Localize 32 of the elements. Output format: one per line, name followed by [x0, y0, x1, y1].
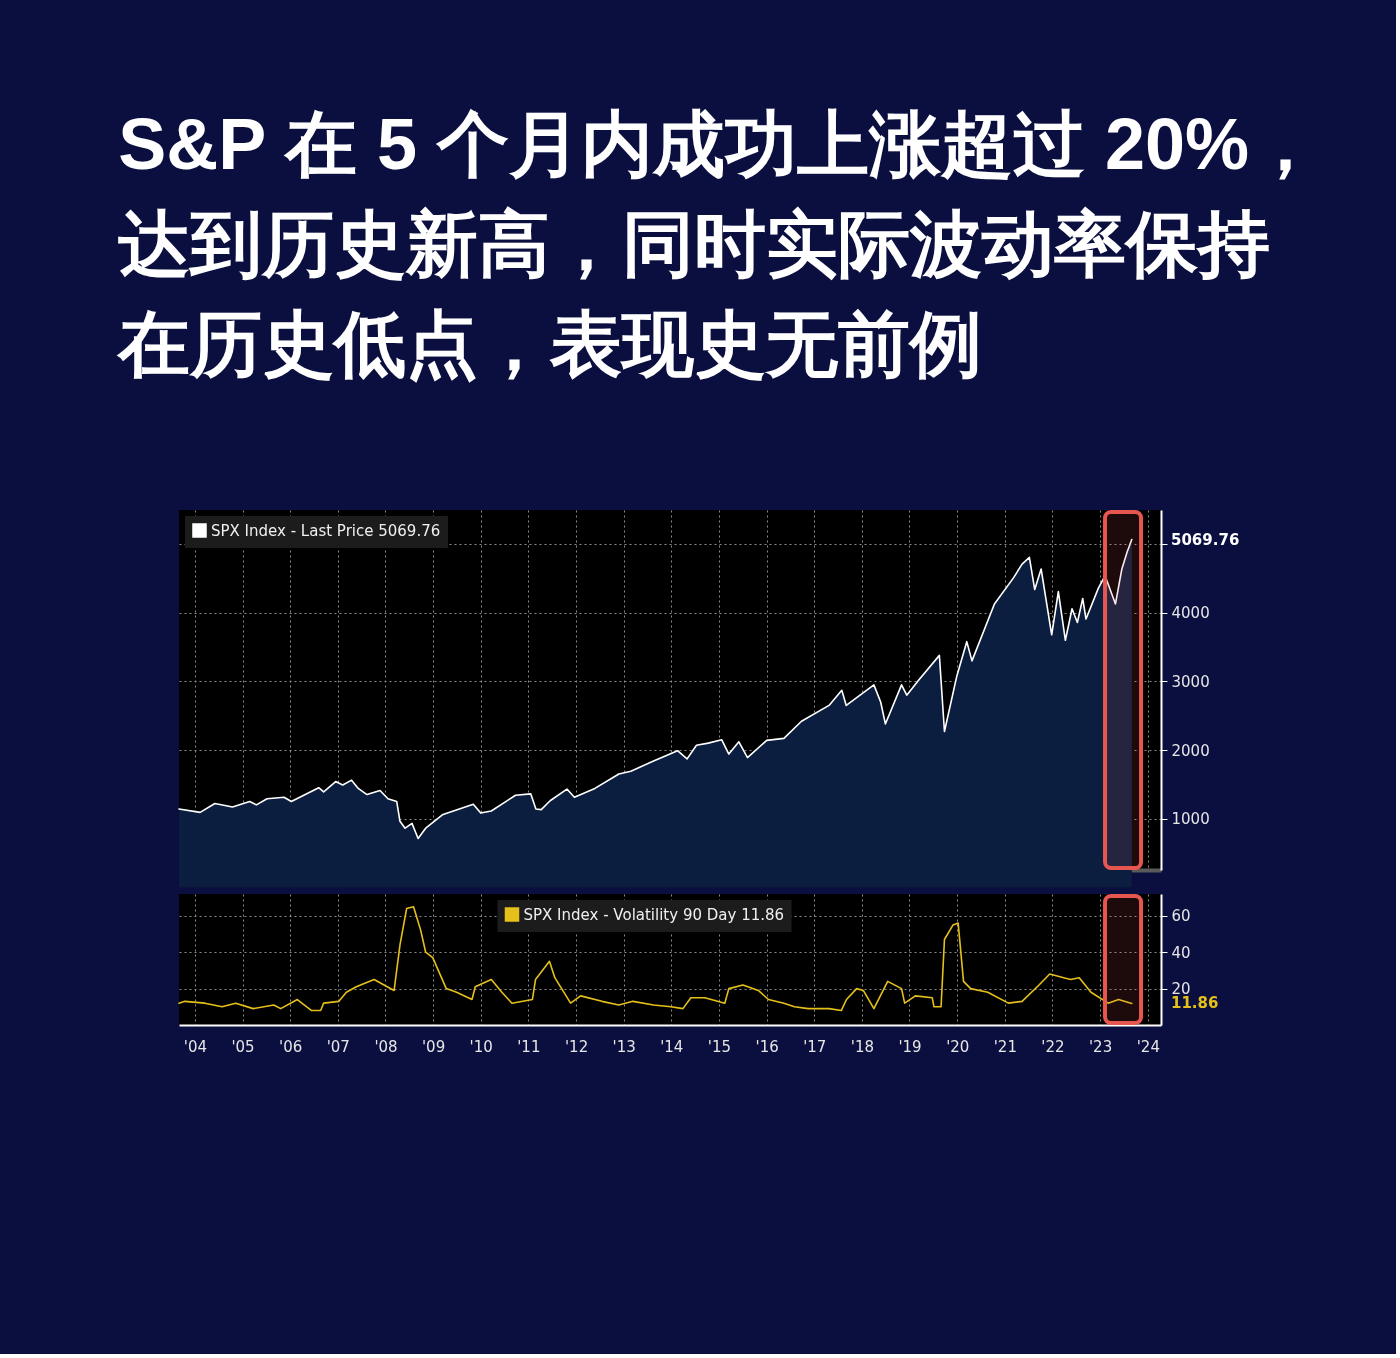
x-tick-label: '09 [422, 1037, 446, 1056]
x-tick-label: '06 [279, 1037, 303, 1056]
line-series [178, 905, 1133, 1012]
y-tick-label: 2000 [1171, 741, 1210, 760]
x-tick-label: '10 [469, 1037, 493, 1056]
x-tick-label: '08 [374, 1037, 398, 1056]
text: 5069.76 [1171, 530, 1240, 549]
x-tick-label: '21 [993, 1037, 1017, 1056]
x-tick-label: '04 [183, 1037, 208, 1056]
y-tick-label: 4000 [1171, 604, 1210, 623]
y-tick-label: 60 [1171, 907, 1191, 926]
x-tick-label: '12 [564, 1037, 589, 1056]
x-tick-label: '19 [898, 1037, 922, 1056]
legend-label: SPX Index - Volatility 90 Day 11.86 [523, 905, 785, 924]
x-tick-label: '14 [660, 1037, 684, 1056]
x-tick-label: '15 [707, 1037, 732, 1056]
x-tick-label: '18 [850, 1037, 874, 1056]
x-tick-label: '20 [946, 1037, 970, 1056]
x-tick-label: '05 [231, 1037, 255, 1056]
x-tick-label: '24 [1136, 1037, 1160, 1056]
x-tick-label: '17 [803, 1037, 827, 1056]
x-tick-label: '22 [1041, 1037, 1065, 1056]
x-tick-label: '23 [1088, 1037, 1113, 1056]
y-tick-label: 1000 [1171, 810, 1210, 829]
legend-label: SPX Index - Last Price 5069.76 [211, 521, 441, 540]
x-tick-label: '07 [326, 1037, 350, 1056]
y-tick-label: 3000 [1171, 672, 1210, 691]
y-tick-label: 40 [1171, 943, 1191, 962]
chart-title: S&P 在 5 个月内成功上涨超过 20%，达到历史新高，同时实际波动率保持在历史低点，表现史无前例 [116, 104, 1322, 384]
x-tick-label: '11 [517, 1037, 541, 1056]
x-tick-label: '13 [612, 1037, 636, 1056]
x-tick-label: '16 [755, 1037, 779, 1056]
